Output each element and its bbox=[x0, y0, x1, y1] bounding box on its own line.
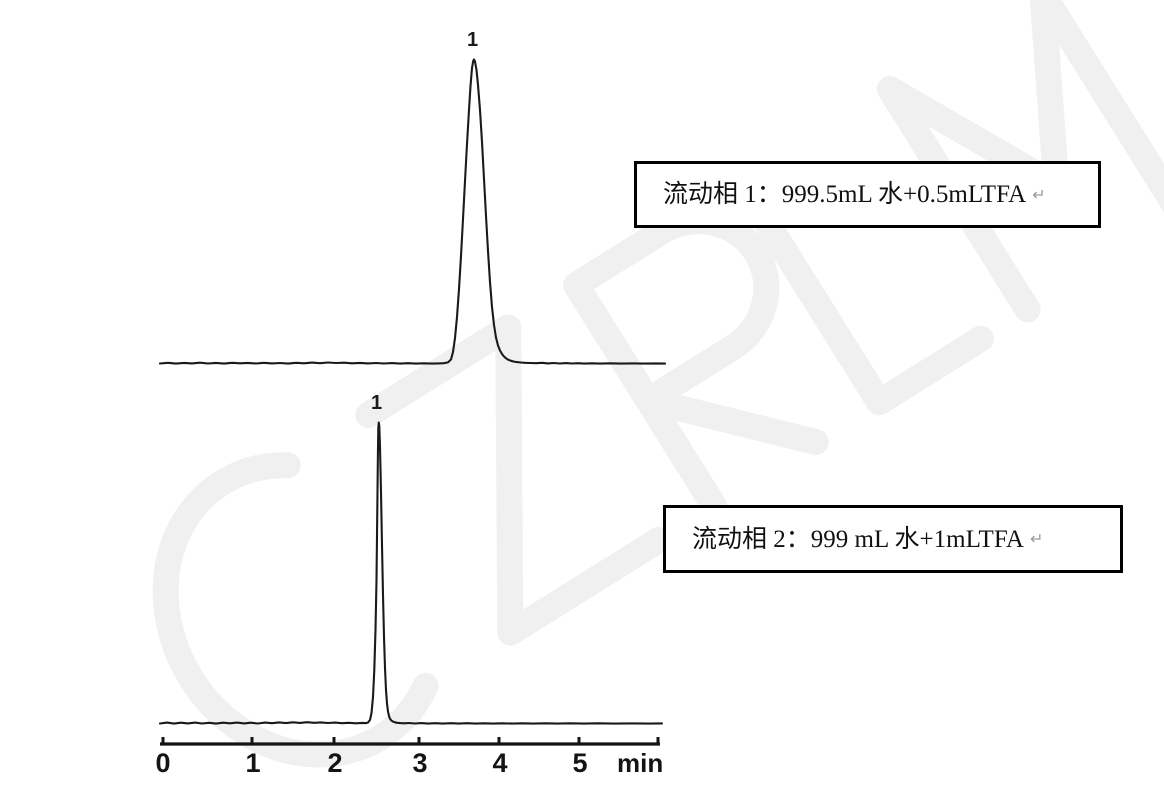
peak-label-top: 1 bbox=[467, 29, 479, 51]
annotation-text-mobile-phase-2: 流动相 2：999 mL 水+1mLTFA bbox=[692, 525, 1024, 553]
trace-mobile-phase-2 bbox=[158, 421, 664, 725]
paragraph-return-icon: ↵ bbox=[1032, 186, 1046, 204]
axis-tick-label-0: 0 bbox=[155, 748, 171, 778]
paragraph-return-icon: ↵ bbox=[1029, 531, 1044, 548]
axis-tick-label-5: 5 bbox=[572, 748, 588, 778]
axis-tick-label-3: 3 bbox=[412, 748, 428, 778]
annotation-box-mobile-phase-1: 流动相 1：999.5mL 水+0.5mLTFA ↵ bbox=[634, 161, 1101, 228]
axis-tick-label-4: 4 bbox=[492, 748, 508, 778]
axis-tick-label-1: 1 bbox=[245, 748, 261, 778]
axis-tick-label-2: 2 bbox=[327, 748, 343, 778]
annotation-text-mobile-phase-1: 流动相 1：999.5mL 水+0.5mLTFA bbox=[663, 181, 1027, 208]
trace-mobile-phase-1 bbox=[158, 58, 667, 365]
peak-label-bottom: 1 bbox=[371, 392, 383, 414]
axis-unit-label: min bbox=[617, 748, 664, 778]
annotation-box-mobile-phase-2: 流动相 2：999 mL 水+1mLTFA ↵ bbox=[663, 505, 1123, 573]
x-axis bbox=[160, 737, 660, 746]
